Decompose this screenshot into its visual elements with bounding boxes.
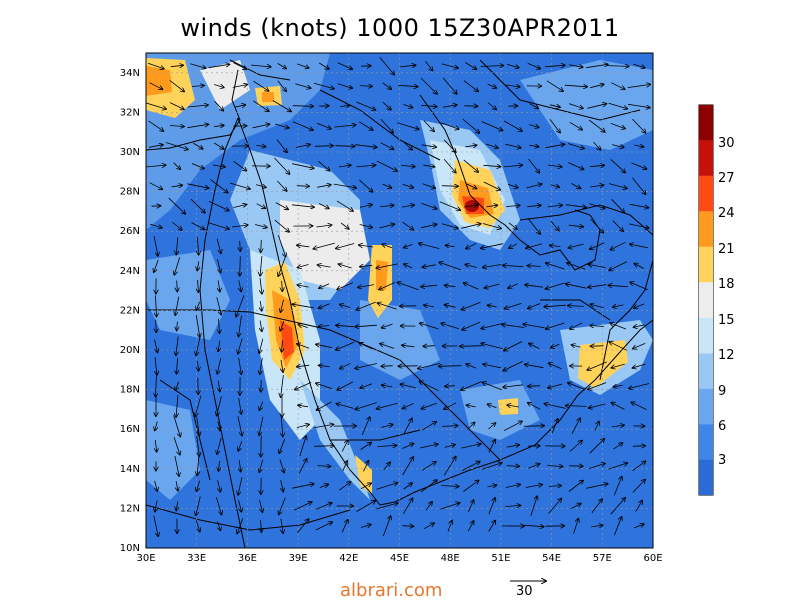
lat-tick-label: 32N [120,107,140,118]
colorbar-label: 3 [718,453,726,468]
lon-tick-label: 33E [187,553,206,564]
colorbar-label: 30 [718,136,735,151]
lat-tick-label: 14N [120,464,140,475]
colorbar-cell [699,318,713,353]
lon-tick-label: 45E [390,553,409,564]
colorbar-cell [699,424,713,459]
colorbar-label: 6 [718,419,726,434]
colorbar: 3 6 9 12 15 18 21 24 27 30 [699,105,735,495]
lon-tick-label: 30E [136,553,155,564]
colorbar-label: 27 [718,171,735,186]
colorbar-label: 9 [718,384,726,399]
colorbar-label: 18 [718,277,735,292]
lat-tick-label: 16N [120,424,140,435]
wind-spot [376,260,388,290]
lat-tick-label: 28N [120,187,140,198]
lat-tick-label: 12N [120,503,140,514]
colorbar-cell [699,211,713,246]
reference-vector-label: 30 [516,584,533,599]
colorbar-cell [699,353,713,388]
colorbar-cell [699,460,713,495]
colorbar-cell [699,105,713,140]
lon-tick-label: 51E [491,553,510,564]
lon-tick-label: 39E [289,553,308,564]
lon-tick-label: 57E [593,553,612,564]
colorbar-cell [699,247,713,282]
wind-spot [262,92,274,102]
lat-tick-label: 18N [120,385,140,396]
lon-axis: 30E 33E 36E 39E 42E 45E 48E 51E 54E 57E … [136,553,662,564]
lat-tick-label: 20N [120,345,140,356]
lat-tick-label: 30N [120,147,140,158]
lon-tick-label: 60E [643,553,662,564]
colorbar-cells [699,105,713,495]
colorbar-label: 12 [718,348,735,363]
lat-tick-label: 26N [120,226,140,237]
colorbar-cell [699,389,713,424]
lon-tick-label: 54E [542,553,561,564]
wind-spot [146,66,172,96]
colorbar-cell [699,176,713,211]
colorbar-label: 24 [718,206,735,221]
lat-axis: 10N 12N 14N 16N 18N 20N 22N 24N 26N 28N … [120,68,140,554]
lat-tick-label: 22N [120,305,140,316]
lon-tick-label: 36E [238,553,257,564]
colorbar-label: 21 [718,242,735,257]
colorbar-label: 15 [718,313,735,328]
watermark: albrari.com [340,580,442,601]
colorbar-cell [699,282,713,317]
colorbar-cell [699,140,713,175]
lat-tick-label: 34N [120,68,140,79]
lon-tick-label: 48E [441,553,460,564]
lat-tick-label: 24N [120,266,140,277]
map-plot-area [146,53,653,548]
lon-tick-label: 42E [339,553,358,564]
